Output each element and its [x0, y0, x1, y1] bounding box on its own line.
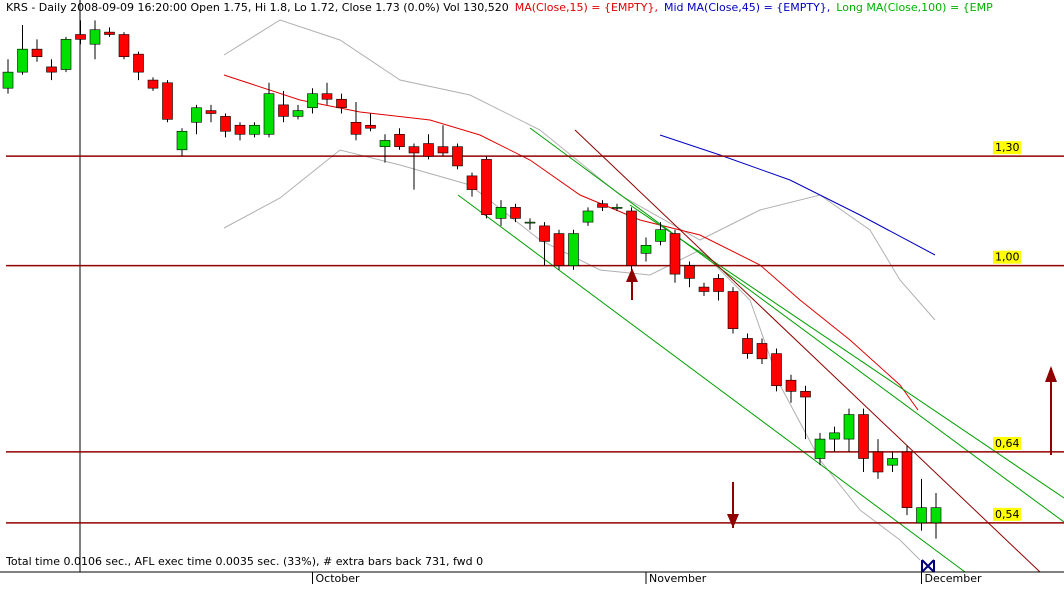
candle-body — [176, 130, 188, 151]
candle-body — [31, 48, 43, 57]
candle-body — [640, 245, 652, 254]
candles — [2, 20, 942, 539]
indicator-label: Long MA(Close,100) = {EMP — [836, 1, 993, 14]
candle-body — [17, 48, 28, 73]
candle-body — [756, 343, 768, 360]
candle-body — [263, 93, 275, 135]
marker — [921, 559, 935, 573]
candle-body — [234, 124, 246, 135]
levels: 1,30 1,00 0,64 0,54 — [6, 141, 1064, 524]
candle-body — [800, 391, 811, 398]
candle-body — [901, 451, 913, 508]
footer: Total time 0.0106 sec., AFL exec time 0.… — [5, 555, 483, 568]
candle-body — [858, 414, 869, 459]
candle-body — [771, 353, 782, 387]
candle-body — [162, 82, 173, 120]
candle-body — [553, 233, 565, 266]
candle-body — [655, 229, 666, 242]
candle-body — [568, 233, 579, 266]
mid-ma-line — [659, 134, 936, 256]
candle-body — [742, 338, 753, 354]
level-label: 1,30 — [995, 141, 1020, 154]
candle-body — [495, 207, 507, 219]
overlays — [223, 19, 1064, 573]
candle-body — [698, 286, 710, 292]
candle-body — [423, 143, 434, 157]
candle-body — [104, 31, 115, 35]
candle-body — [524, 221, 536, 224]
candle-body — [249, 124, 260, 135]
candle-body — [2, 71, 14, 89]
candle-body — [582, 210, 594, 223]
header: KRS - Daily 2008-09-09 16:20:00 Open 1.7… — [6, 1, 993, 14]
level-label-box — [993, 436, 1021, 450]
candle-body — [379, 140, 391, 147]
candle-body — [321, 93, 333, 100]
candle-body — [843, 414, 855, 440]
candle-body — [191, 107, 202, 123]
level-label: 0,64 — [995, 437, 1020, 450]
candle-body — [147, 79, 159, 89]
level-label-box — [993, 141, 1021, 155]
candle-body — [365, 124, 376, 129]
candle-body — [626, 210, 637, 266]
candle-body — [133, 53, 144, 73]
channel-line — [457, 194, 966, 573]
candle-body — [452, 146, 463, 167]
chart-title: KRS - Daily 2008-09-09 16:20:00 Open 1.7… — [6, 1, 509, 14]
level-label-box — [993, 507, 1021, 521]
candle-body — [466, 175, 478, 190]
candle-body — [292, 110, 304, 117]
arrow-head — [727, 514, 739, 528]
candle-body — [510, 207, 521, 219]
candle-body — [408, 146, 420, 154]
level-label-box — [993, 250, 1021, 264]
candle-body — [829, 432, 840, 440]
candle-body — [481, 159, 492, 215]
candle-body — [872, 451, 884, 473]
trend-line — [574, 129, 1041, 573]
candle-body — [930, 507, 942, 524]
arrow-head — [626, 268, 638, 282]
x-tick-label: November — [649, 572, 707, 585]
ma-line — [223, 74, 919, 411]
candle-body — [89, 29, 101, 45]
candle-body — [118, 34, 130, 57]
candle-body — [60, 39, 72, 70]
candle-body — [220, 116, 231, 132]
candle-body — [713, 278, 724, 292]
candle-body — [611, 207, 623, 209]
indicator-label: Mid MA(Close,45) = {EMPTY}, — [664, 1, 830, 14]
channel-line — [629, 204, 1064, 499]
candle-body — [727, 291, 739, 329]
candle-body — [205, 110, 217, 114]
candle-body — [539, 225, 550, 242]
level-label: 0,54 — [995, 508, 1020, 521]
candle-body — [814, 438, 826, 459]
candle-body — [350, 121, 362, 135]
candle-body — [597, 203, 608, 208]
candle-body — [278, 104, 289, 117]
candle-body — [916, 507, 927, 524]
x-tick-label: October — [316, 572, 360, 585]
candle-body — [307, 93, 318, 109]
lower-band — [223, 149, 921, 561]
candle-body — [669, 233, 681, 275]
channel-line — [529, 127, 1064, 523]
indicator-label: MA(Close,15) = {EMPTY}, — [515, 1, 658, 14]
level-label: 1,00 — [995, 251, 1020, 264]
candle-body — [887, 458, 898, 466]
candle-body — [336, 98, 347, 109]
arrow-head — [1045, 366, 1057, 382]
candle-body — [684, 265, 695, 279]
candle-body — [394, 133, 405, 147]
candle-body — [46, 66, 57, 73]
x-tick-label: December — [925, 572, 983, 585]
candle-body — [75, 34, 86, 40]
candle-body — [785, 379, 797, 392]
candle-body — [437, 146, 449, 154]
